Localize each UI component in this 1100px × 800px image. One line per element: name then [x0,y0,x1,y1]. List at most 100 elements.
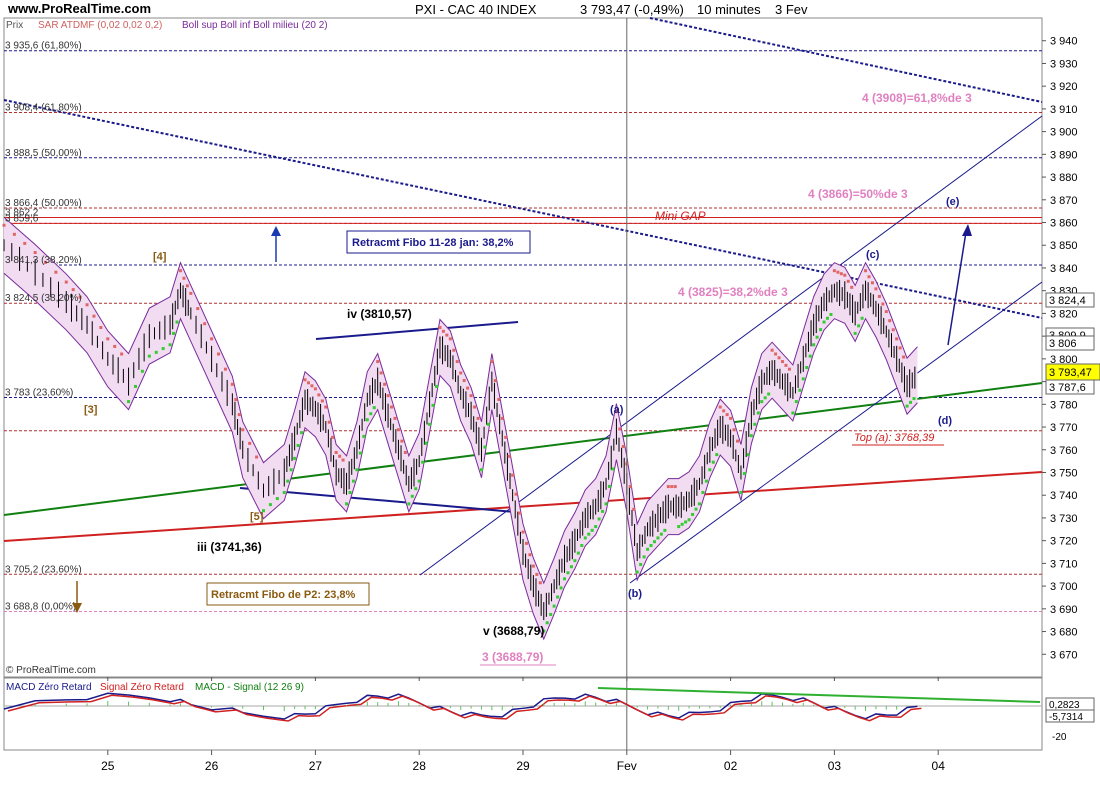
sar-dot [618,427,622,431]
sar-dot [666,485,670,489]
sar-dot [106,337,110,341]
sar-dot [237,413,241,417]
sar-dot [732,428,736,432]
sar-dot [497,397,501,401]
y-tick-label: 3 710 [1050,558,1078,570]
sar-dot [217,352,221,356]
sar-dot [691,512,695,516]
sar-dot [140,369,144,373]
x-axis: 25 26 27 28 29 Fev 02 03 04 [101,18,945,773]
sar-dot [518,511,522,515]
fib-level-label: 3 824,5 (38,20%) [5,293,82,304]
sar-dot [396,428,400,432]
y-tick-label: 3 900 [1050,127,1078,139]
fib-text-3866: 4 (3866)=50%de 3 [808,187,908,201]
sar-dot [846,279,850,283]
dotted-downtrend-2 [649,17,1043,103]
sar-dot [670,485,674,489]
projection-arrow-icon [947,224,972,346]
sar-dot [542,629,546,633]
y-tick-label: 3 690 [1050,604,1078,616]
bollinger-fill [4,217,918,640]
sar-dot [431,403,435,407]
dotted-downtrend-1 [3,99,1043,319]
bollinger-band [3,216,918,641]
sar-dot [909,400,913,404]
sar-dot [898,346,902,350]
sar-dot [255,455,259,459]
fib-text-3908: 4 (3908)=61,8%de 3 [862,91,972,105]
sar-dot [147,354,151,358]
wave-iv-label: iv (3810,57) [347,307,412,321]
sar-dot [306,381,310,385]
price-box-4 [1045,379,1095,395]
sar-dot [611,467,615,471]
macd-value-1: 0,2823 [1049,700,1080,711]
sar-dot [812,343,816,347]
y-tick-label: 3 770 [1050,422,1078,434]
sar-dot [604,502,608,506]
sar-dot [493,379,497,383]
sar-dot [23,241,27,245]
y-tick-label: 3 860 [1050,218,1078,230]
sar-dot [538,581,542,585]
sar-dot [784,363,788,367]
retrace-box-2-text: Retracmt Fibo de P2: 23,8% [211,589,355,601]
sar-dot [694,507,698,511]
sar-dot [725,413,729,417]
sar-dot [120,352,124,356]
sar-dot [881,302,885,306]
sar-dot [469,394,473,398]
sar-dot [486,422,490,426]
sar-dot [189,291,193,295]
y-tick-label: 3 760 [1050,445,1078,457]
sar-dot [684,520,688,524]
sar-dot [390,405,394,409]
sar-dot [635,570,639,574]
sar-dot [383,382,387,386]
sar-dot [313,387,317,391]
x-tick-label: 29 [516,759,530,773]
sar-dot [511,473,515,477]
y-tick-label: 3 700 [1050,581,1078,593]
y-tick-label: 3 840 [1050,263,1078,275]
y-tick-label: 3 720 [1050,536,1078,548]
fib-level-lines [4,50,1042,613]
sar-dot [711,460,715,464]
sar-dot [895,337,899,341]
sar-dot [864,269,868,273]
sar-dot [154,350,158,354]
fib-level-label: 3 888,5 (50,00%) [5,148,82,159]
sar-dot [490,360,494,364]
header-price: 3 793,47 [580,2,631,17]
wave-e-label: (e) [946,196,960,208]
sar-dot [185,284,189,288]
sar-dot [884,310,888,314]
wave-3-pink-label: 3 (3688,79) [482,650,543,664]
sar-dot [736,439,740,443]
sar-dot [113,344,117,348]
sar-label: SAR ATDMF (0,02 0,02 0,2) [38,20,162,31]
sar-dot [905,404,909,408]
sar-dot [659,532,663,536]
sar-dot [455,360,459,364]
y-tick-label: 3 870 [1050,195,1078,207]
sar-dot [805,366,809,369]
fib-level-label: 3 862,2 [5,208,39,219]
sar-dot [912,397,916,401]
sar-dot [282,490,286,494]
price-box-1 [1045,292,1095,308]
x-tick-label: 25 [101,759,115,773]
fib-text-3825: 4 (3825)=38,2%de 3 [678,285,788,299]
sar-dot [414,487,418,491]
sar-dot [133,384,137,388]
channel-upper [419,115,1043,576]
x-tick-label: 04 [932,759,946,773]
fib-level-label: 3 783 (23,60%) [5,387,73,398]
sar-dot [770,348,774,352]
retrace-box-1-text: Retracmt Fibo 11-28 jan: 38,2% [352,237,514,249]
sar-dot [576,551,580,555]
sar-dot [746,453,750,457]
sar-dot [867,275,871,279]
